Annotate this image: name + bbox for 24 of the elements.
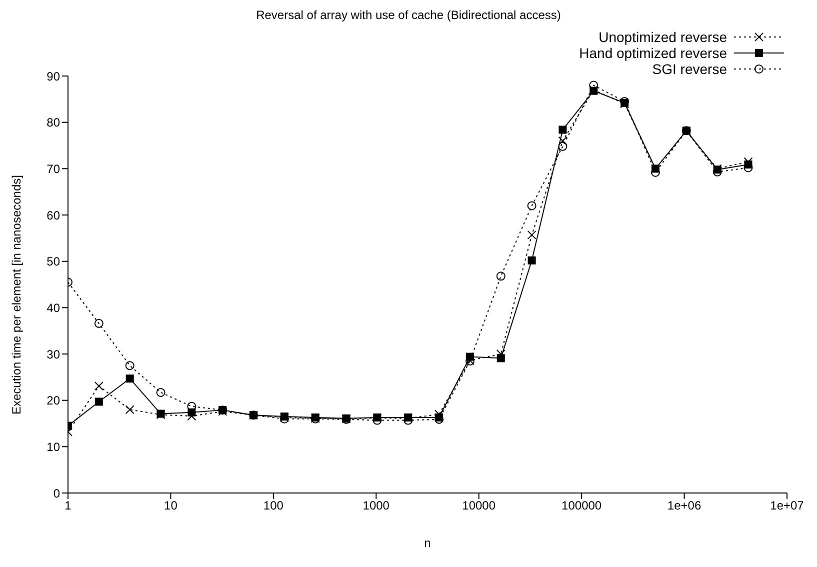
legend-label: Hand optimized reverse [579,45,728,61]
y-tick-label: 30 [46,347,60,362]
x-tick-label: 10000 [462,498,496,513]
y-tick-label: 50 [46,254,60,269]
x-tick-label: 10 [164,498,178,513]
y-tick-label: 20 [46,394,60,408]
y-tick-label: 80 [46,116,60,130]
chart-title: Reversal of array with use of cache (Bidirectional access) [255,8,562,22]
x-tick-label: 100000 [562,498,602,513]
x-axis-title: n [424,536,431,550]
y-tick-label: 70 [46,162,60,176]
x-tick-label: 1e+06 [667,498,702,513]
y-tick-label: 60 [46,208,60,222]
y-axis-title: Execution time per element [in nanoseconds] [9,175,24,414]
x-tick-label: 1 [64,498,72,513]
x-tick-label: 100 [263,498,284,513]
y-tick-label: 90 [46,69,60,84]
y-tick-label: 10 [46,440,60,454]
legend-label: Unoptimized reverse [598,29,728,45]
x-tick-label: 1e+07 [770,498,804,513]
legend-label: SGI reverse [652,61,728,77]
y-tick-label: 40 [46,300,60,315]
y-tick-label: 0 [53,486,60,500]
x-tick-label: 1000 [362,498,390,513]
